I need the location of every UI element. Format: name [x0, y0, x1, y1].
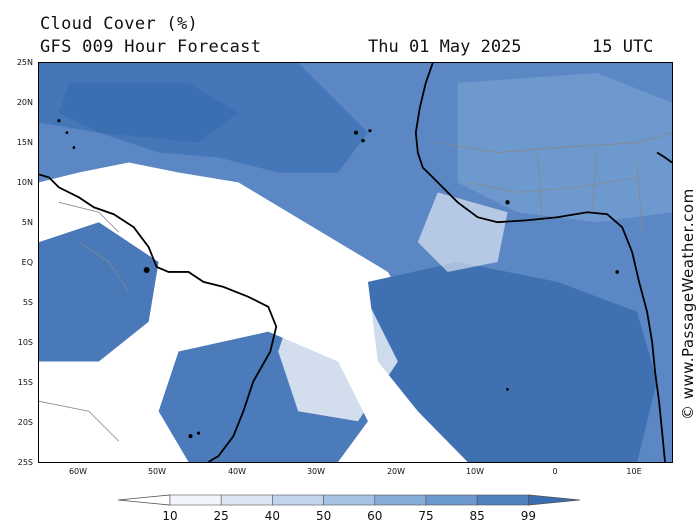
lon-label-50w: 50W	[147, 467, 167, 476]
colorbar-segment	[374, 494, 427, 506]
lat-label-20s: 20S	[17, 418, 33, 427]
colorbar-segment	[169, 494, 222, 506]
colorbar-label: 99	[520, 509, 537, 523]
lon-label-40w: 40W	[227, 467, 247, 476]
lon-label-0: 0	[552, 467, 558, 476]
colorbar-segment	[323, 494, 376, 506]
lat-label-25n: 25N	[16, 58, 33, 67]
colorbar-segment	[425, 494, 478, 506]
lon-label-20w: 20W	[386, 467, 406, 476]
lat-label-15n: 15N	[16, 138, 33, 147]
lat-label-10n: 10N	[16, 178, 33, 187]
country-borders	[39, 132, 672, 442]
lon-label-10e: 10E	[626, 467, 642, 476]
forecast-time: 15 UTC	[592, 37, 654, 57]
islands	[57, 119, 619, 439]
colorbar-segment	[220, 494, 273, 506]
lat-label-5s: 5S	[22, 298, 33, 307]
lat-label-eq: EQ	[21, 258, 33, 267]
forecast-subtitle: GFS 009 Hour Forecast	[40, 37, 262, 57]
lat-label-5n: 5N	[21, 218, 33, 227]
colorbar-segment	[272, 494, 324, 506]
lon-label-60w: 60W	[68, 467, 88, 476]
lon-label-30w: 30W	[306, 467, 326, 476]
coastlines	[39, 63, 672, 462]
colorbar-label: 60	[367, 509, 383, 523]
lon-label-10w: 10W	[465, 467, 485, 476]
colorbar-arrow-high	[527, 494, 581, 506]
colorbar-label: 85	[469, 509, 485, 523]
colorbar-segment	[476, 494, 529, 506]
colorbar-arrow-low	[118, 494, 171, 506]
colorbar-label: 10	[162, 509, 178, 523]
colorbar	[118, 494, 581, 506]
forecast-date: Thu 01 May 2025	[368, 37, 522, 57]
credit-text: © www.PassageWeather.com	[679, 188, 697, 420]
cloud-field	[39, 63, 672, 462]
cloud-cover-map	[38, 62, 673, 463]
lat-label-15s: 15S	[17, 378, 33, 387]
colorbar-label: 50	[315, 509, 332, 523]
colorbar-label: 25	[213, 509, 229, 523]
map-title: Cloud Cover (%)	[40, 14, 199, 34]
lat-label-25s: 25S	[17, 458, 33, 467]
lat-label-20n: 20N	[16, 98, 33, 107]
colorbar-label: 75	[418, 509, 434, 523]
colorbar-label: 40	[264, 509, 281, 523]
lat-label-10s: 10S	[17, 338, 33, 347]
